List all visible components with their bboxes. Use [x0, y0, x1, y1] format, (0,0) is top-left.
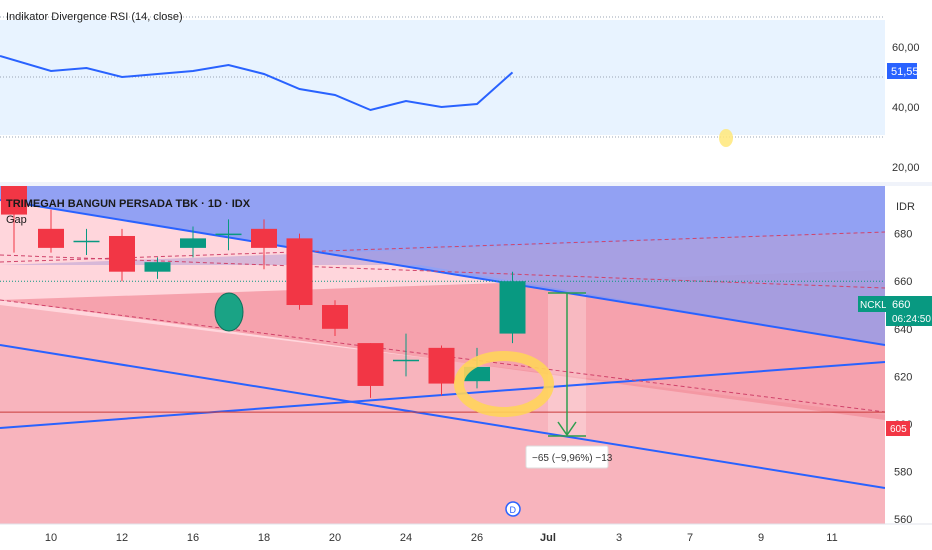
level-badge-box [886, 421, 910, 436]
price-tick-label: 680 [894, 229, 912, 241]
symbol-badge: NCKL [860, 300, 887, 311]
yellow-highlight-ring [454, 351, 554, 417]
candle-body [180, 238, 206, 248]
time-tick-label: 20 [329, 532, 341, 544]
highlight-dot [719, 129, 733, 147]
measure-label: −65 (−9,96%) −13 [532, 453, 613, 464]
dashed-lower-line [0, 299, 885, 413]
time-tick-label: 11 [826, 532, 837, 544]
rsi-reference-lines [0, 16, 885, 138]
candle-body [73, 240, 100, 243]
dashed-upper-line [0, 231, 885, 263]
candle-body [109, 235, 135, 272]
time-axis[interactable]: 10 12 16 18 20 24 26 Jul 3 7 9 11 [0, 523, 932, 550]
candle-body [215, 233, 242, 236]
time-tick-label: 9 [758, 532, 764, 544]
rsi-y-axis: 20,00 40,00 60,00 [892, 42, 920, 174]
candle-body [322, 305, 348, 329]
lower-channel-line [0, 344, 885, 489]
price-tick-label: 560 [894, 514, 912, 526]
pane-separator[interactable] [0, 182, 932, 186]
symbol-title: TRIMEGAH BANGUN PERSADA TBK · 1D · IDX [6, 198, 251, 210]
green-circle-marker [214, 292, 244, 332]
candle-body [251, 228, 277, 248]
price-tick-label: 660 [894, 276, 912, 288]
rsi-value-badge [887, 63, 917, 79]
rsi-tick-label: 20,00 [892, 162, 920, 174]
dividend-marker-label: D [510, 505, 517, 515]
price-badge-box [886, 296, 932, 326]
countdown-label: 06:24:50 [892, 314, 931, 325]
upper-channel-line [0, 199, 885, 346]
price-tick-label: 620 [894, 371, 912, 383]
dividend-marker[interactable] [505, 501, 521, 517]
candle-body [1, 186, 27, 215]
currency-label: IDR [896, 201, 915, 213]
rsi-line [0, 55, 514, 112]
candle-body [357, 343, 384, 386]
candle-body [286, 238, 313, 306]
price-tick-label: 580 [894, 467, 912, 479]
time-tick-label: 18 [258, 532, 270, 544]
symbol-badge-box [858, 296, 886, 312]
measure-arrowhead [557, 421, 577, 437]
time-tick-label: 12 [116, 532, 128, 544]
dashed-mid-line [0, 254, 885, 289]
level-badge: 605 [890, 424, 907, 435]
time-tick-label: 16 [187, 532, 199, 544]
candle-body [38, 228, 64, 248]
time-tick-label: 3 [616, 532, 622, 544]
candle-body [499, 281, 526, 334]
candle-body [428, 347, 455, 384]
time-tick-label: 26 [471, 532, 483, 544]
overlap-zone [0, 232, 885, 345]
candles [1, 186, 526, 398]
rsi-tick-label: 40,00 [892, 102, 920, 114]
price-axis-bg[interactable] [885, 186, 932, 524]
measure-label-box [525, 445, 609, 469]
price-panel: −65 (−9,96%) −13 D TRIMEGAH BANGUN PERSA… [0, 186, 932, 526]
candle-body [393, 359, 419, 362]
rsi-title: Indikator Divergence RSI (14, close) [6, 11, 183, 23]
support-trend-line [0, 361, 885, 429]
gap-label: Gap [6, 214, 27, 226]
red-zone [0, 305, 885, 524]
time-tick-label: 7 [687, 532, 693, 544]
time-tick-label: 10 [45, 532, 57, 544]
rsi-value-label: 51,55 [891, 66, 919, 78]
time-tick-label: Jul [540, 532, 556, 544]
rsi-panel: 20,00 40,00 60,00 Indikator Divergence RSI… [0, 0, 920, 182]
rsi-tick-label: 60,00 [892, 42, 920, 54]
candle-body [144, 262, 171, 272]
price-tick-label: 640 [894, 324, 912, 336]
time-tick-label: 24 [400, 532, 412, 544]
price-badge: 660 [892, 299, 910, 311]
